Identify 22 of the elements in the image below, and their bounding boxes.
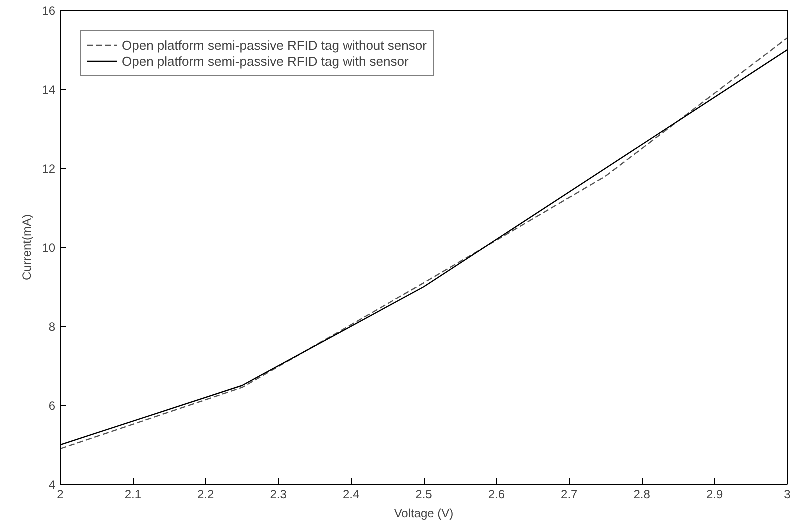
x-tick-label: 2.7	[561, 488, 578, 502]
y-tick-label: 16	[42, 4, 56, 18]
x-tick-label: 2.5	[416, 488, 433, 502]
x-tick-label: 2.2	[198, 488, 215, 502]
legend-label: Open platform semi-passive RFID tag without sensor	[122, 37, 427, 53]
x-tick-label: 2.9	[706, 488, 724, 502]
y-axis-title: Current(mA)	[20, 214, 34, 281]
y-tick-label: 6	[48, 399, 56, 413]
y-tick-label: 8	[48, 320, 56, 334]
y-tick-label: 10	[42, 241, 56, 255]
y-tick-label: 14	[42, 83, 56, 97]
legend-label: Open platform semi-passive RFID tag with sensor	[122, 53, 409, 69]
x-axis-title: Voltage (V)	[394, 506, 454, 520]
x-tick-label: 2	[57, 488, 64, 502]
x-tick-label: 3	[784, 488, 792, 502]
x-tick-label: 2.3	[270, 488, 288, 502]
x-tick-label: 2.8	[634, 488, 651, 502]
x-tick-label: 2.6	[488, 488, 506, 502]
x-tick-label: 2.4	[342, 488, 360, 502]
y-tick-label: 4	[48, 478, 56, 492]
y-tick-label: 12	[42, 162, 56, 176]
x-tick-label: 2.1	[124, 488, 142, 502]
